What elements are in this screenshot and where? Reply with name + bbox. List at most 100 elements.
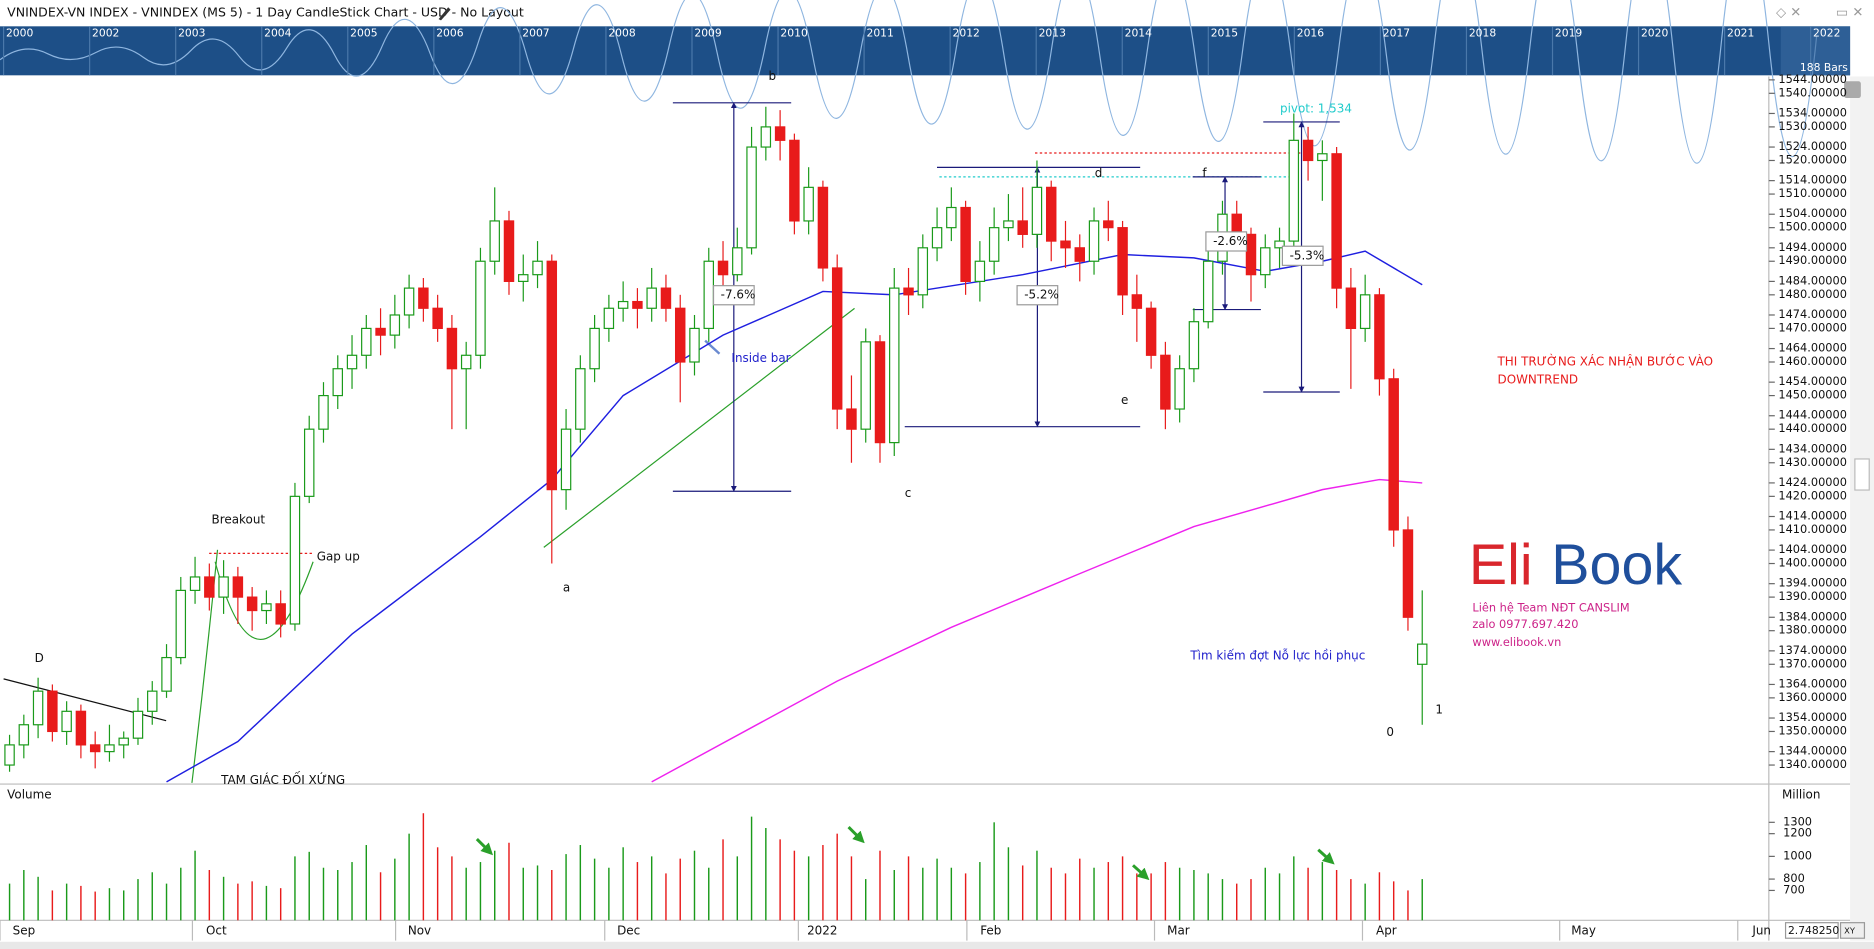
candle-body	[303, 428, 315, 497]
candle-body	[789, 139, 800, 222]
y-tick-label: 1454.00000	[1778, 374, 1847, 388]
candle-body	[1359, 294, 1371, 330]
measure	[672, 102, 1340, 492]
moving-average	[651, 478, 1423, 783]
overview-year: 2022	[1813, 26, 1840, 39]
overview-strip[interactable]	[0, 26, 1851, 76]
label-box	[1205, 231, 1248, 252]
candle-body	[917, 247, 929, 296]
candle-body	[1088, 220, 1100, 262]
candle-body	[1260, 247, 1271, 276]
label-box	[1281, 245, 1324, 266]
annotation: TAM GIÁC ĐỐI XỨNG	[220, 771, 345, 787]
overview-year: 2005	[350, 26, 377, 39]
logo-line: www.elibook.vn	[1472, 635, 1561, 649]
y-tick-label: 1404.00000	[1778, 542, 1847, 556]
overview-year: 2012	[953, 26, 980, 39]
overview-year: 2015	[1211, 26, 1238, 39]
y-tick-label: 1424.00000	[1778, 475, 1847, 489]
overview-year: 2004	[264, 26, 292, 39]
y-tick-label: 1544.00000	[1778, 72, 1847, 86]
lock-icon[interactable]	[1844, 81, 1861, 99]
overview-year: 2020	[1641, 26, 1669, 39]
candle-body	[1174, 368, 1185, 410]
annotation: Tìm kiếm đợt Nỗ lực hồi phục	[1189, 649, 1365, 663]
y-tick-label: 1340.00000	[1778, 757, 1847, 771]
cursor-value: 2.7482500	[1788, 924, 1846, 937]
logo-line: Liên hệ Team NĐT CANSLIM	[1472, 600, 1629, 614]
candle-body	[332, 368, 343, 397]
y-tick-label: 1464.00000	[1778, 341, 1847, 355]
y-tick-label: 1534.00000	[1778, 105, 1847, 119]
candle-body	[1160, 354, 1171, 410]
candle-body	[261, 603, 272, 612]
candle-body	[746, 146, 757, 249]
y-tick-label: 1444.00000	[1778, 408, 1847, 422]
overview-year: 2009	[694, 26, 722, 39]
y-tick-label: 1384.00000	[1778, 609, 1847, 623]
candle-body	[646, 287, 657, 309]
y-tick-label: 800	[1783, 871, 1805, 885]
label-box	[712, 285, 755, 306]
x-tick-label: Oct	[206, 924, 227, 938]
overview-year: 2011	[866, 26, 893, 39]
window-controls[interactable]: ◇ ✕	[1776, 6, 1801, 21]
volume-label: Volume	[7, 787, 51, 801]
candle-body	[389, 314, 401, 336]
overview-window[interactable]	[1780, 26, 1851, 76]
y-tick-label: 1000	[1783, 848, 1812, 862]
candle-body	[1074, 247, 1086, 262]
xy-button[interactable]	[1839, 922, 1866, 939]
candle-body	[846, 408, 857, 430]
y-tick-label: 1414.00000	[1778, 509, 1847, 523]
x-tick-label: Sep	[13, 924, 36, 938]
logo-text: Book	[1551, 533, 1682, 597]
candle-body	[275, 603, 286, 625]
candle-body	[760, 126, 772, 148]
x-tick-label: Nov	[408, 924, 431, 938]
y-tick-label: 1394.00000	[1778, 576, 1847, 590]
y-tick-label: 1440.00000	[1778, 421, 1847, 435]
candle-body	[475, 260, 486, 356]
y-tick-label: 1434.00000	[1778, 441, 1847, 455]
y-tick-label: 1484.00000	[1778, 273, 1847, 287]
candle-body	[817, 186, 829, 269]
candle-body	[189, 576, 201, 591]
y-tick-label: 1374.00000	[1778, 643, 1847, 657]
y-tick-label: 1200	[1783, 826, 1812, 840]
annotation: pivot: 1,534	[1280, 101, 1352, 115]
candle-body	[1060, 240, 1071, 249]
y-tick-label: 1360.00000	[1778, 690, 1847, 704]
candle-body	[1031, 186, 1043, 235]
candle-body	[774, 126, 786, 141]
window-controls[interactable]: ▭ ✕	[1836, 6, 1864, 21]
candle-body	[175, 589, 187, 659]
trend-line	[543, 307, 855, 548]
overview-year: 2016	[1297, 26, 1325, 39]
logo-line: zalo 0977.697.420	[1472, 617, 1578, 631]
annotation: c	[905, 486, 912, 500]
edit-icon[interactable]	[438, 7, 451, 21]
y-tick-label: 1430.00000	[1778, 455, 1847, 469]
candle-body	[1103, 220, 1114, 229]
candle-body	[132, 710, 144, 739]
candle-body	[1345, 287, 1357, 330]
candle-body	[931, 227, 943, 249]
candle-body	[61, 710, 72, 733]
candle-body	[318, 394, 329, 430]
collapse-button[interactable]	[1854, 458, 1870, 491]
overview-year: 2008	[608, 26, 636, 39]
y-tick-label: 1344.00000	[1778, 744, 1847, 758]
y-tick-label: 1354.00000	[1778, 710, 1847, 724]
candle-body	[375, 327, 386, 336]
candle-body	[32, 690, 44, 726]
candle-body	[732, 247, 743, 276]
y-tick-label: 1410.00000	[1778, 522, 1847, 536]
x-tick-label: Apr	[1376, 924, 1397, 938]
xy-label[interactable]: XY	[1844, 926, 1856, 936]
candle-body	[1331, 153, 1342, 289]
overview-year: 2007	[522, 26, 549, 39]
y-tick-label: 1380.00000	[1778, 623, 1847, 637]
candle-body	[1302, 139, 1314, 162]
